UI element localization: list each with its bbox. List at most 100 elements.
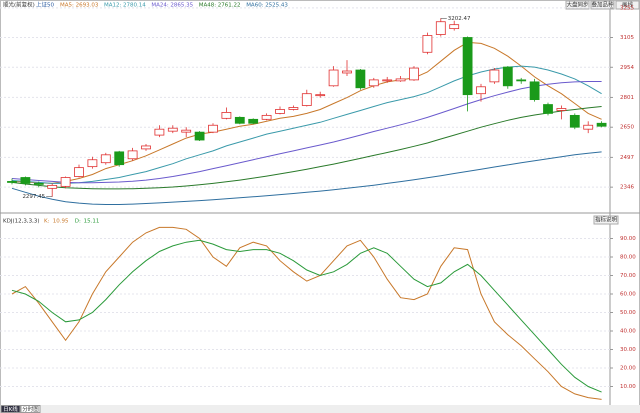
candle-body <box>275 109 285 114</box>
candle-body <box>87 159 98 168</box>
candle-body <box>141 145 151 150</box>
candle-body <box>127 150 138 160</box>
legend-value: 2865.35 <box>170 3 193 9</box>
candle-body <box>7 181 17 183</box>
series-line <box>11 41 602 184</box>
candle-body <box>583 124 594 130</box>
candle-body <box>489 69 500 83</box>
candle-body <box>422 35 433 53</box>
legend-value: 2525.43 <box>265 3 288 9</box>
button[interactable] <box>565 0 590 10</box>
series-line <box>11 239 602 393</box>
legend-value: 2780.14 <box>123 3 146 9</box>
y-tick-label: 70.00 <box>620 273 636 279</box>
candle-body <box>368 79 379 87</box>
candle-body <box>74 167 84 177</box>
candle-body <box>543 104 553 114</box>
tab-label[interactable]: 日K线 <box>3 405 18 413</box>
candle-body <box>395 78 406 82</box>
candle-body <box>301 93 312 106</box>
candle-body <box>435 21 446 35</box>
candle-body <box>33 183 44 185</box>
y-tick-label: 2801 <box>620 95 634 101</box>
y-tick-label: 3255 <box>620 5 634 11</box>
candle-body <box>315 94 326 97</box>
button-label[interactable]: 画线 <box>622 1 634 9</box>
candle-body <box>20 177 31 184</box>
y-tick-label: 2954 <box>620 65 634 71</box>
y-tick-label: 80.00 <box>620 255 636 261</box>
legend-name: MA48: <box>199 3 217 9</box>
candle-body <box>409 67 419 81</box>
candle-body <box>288 107 299 110</box>
header-symbol: 上证50 <box>36 1 54 9</box>
candle-body <box>502 66 513 87</box>
candle-body <box>462 37 473 96</box>
legend-name: K: <box>44 219 50 225</box>
candle-body <box>47 184 58 189</box>
legend-name: D: <box>75 219 81 225</box>
y-tick-label: 2497 <box>620 155 634 161</box>
legend-value: 10.95 <box>53 219 69 225</box>
candle-body <box>596 122 607 127</box>
candle-body <box>342 70 352 74</box>
candle-body <box>516 79 527 82</box>
candle-body <box>476 86 486 95</box>
candle-body <box>328 69 339 87</box>
y-tick-label: 3105 <box>620 35 634 41</box>
candle-body <box>382 79 393 82</box>
candle-body <box>154 128 165 136</box>
series-line <box>11 226 602 400</box>
series-line <box>11 106 602 190</box>
y-tick-label: 60.00 <box>620 292 636 298</box>
candle-body <box>234 116 245 124</box>
candle-body <box>60 177 71 187</box>
candle-body <box>261 114 272 120</box>
candle-body <box>114 151 125 166</box>
y-tick-label: 2346 <box>620 185 634 191</box>
legend-name: MA12: <box>104 3 122 9</box>
tab-bar <box>0 405 640 413</box>
legend-name: MA5: <box>60 3 74 9</box>
legend-name: MA24: <box>151 3 169 9</box>
legend-value: 15.11 <box>84 219 100 225</box>
candle-body <box>556 108 567 111</box>
button-label[interactable]: 大盘同步 <box>566 1 589 9</box>
candle-body <box>355 69 366 89</box>
candle-body <box>449 24 460 30</box>
candle-body <box>194 131 205 141</box>
button-label[interactable]: 指标说明 <box>595 216 618 224</box>
candle-body <box>529 81 540 101</box>
y-tick-label: 90.00 <box>620 236 636 242</box>
candle-body <box>181 129 192 133</box>
y-tick-label: 10.00 <box>620 384 636 390</box>
candle-body <box>167 127 178 132</box>
candle-body <box>100 154 111 164</box>
y-tick-label: 40.00 <box>620 329 636 335</box>
series-line <box>11 151 602 205</box>
candle-body <box>569 114 580 128</box>
legend-value: 2761.22 <box>218 3 241 9</box>
candle-body <box>208 124 218 133</box>
y-tick-label: 50.00 <box>620 310 636 316</box>
legend-name: MA60: <box>246 3 264 9</box>
high-label: 3202.47 <box>448 16 471 22</box>
candle-body <box>221 112 232 119</box>
indicator-title: KDJ(12,3,3,3) <box>3 219 40 225</box>
button-label[interactable]: 叠加品种 <box>591 1 614 9</box>
y-tick-label: 2650 <box>620 125 634 131</box>
low-label: 2297.45 <box>22 194 45 200</box>
button[interactable] <box>590 0 615 10</box>
y-tick-label: 20.00 <box>620 366 636 372</box>
series-line <box>11 81 602 184</box>
candle-body <box>248 118 259 124</box>
button[interactable] <box>615 0 640 10</box>
tab-label[interactable]: 分时图 <box>22 405 39 413</box>
header-title: 顺光(前复权) <box>3 1 35 9</box>
button[interactable] <box>593 215 619 225</box>
y-tick-label: 30.00 <box>620 347 636 353</box>
legend-value: 2693.03 <box>76 3 99 9</box>
